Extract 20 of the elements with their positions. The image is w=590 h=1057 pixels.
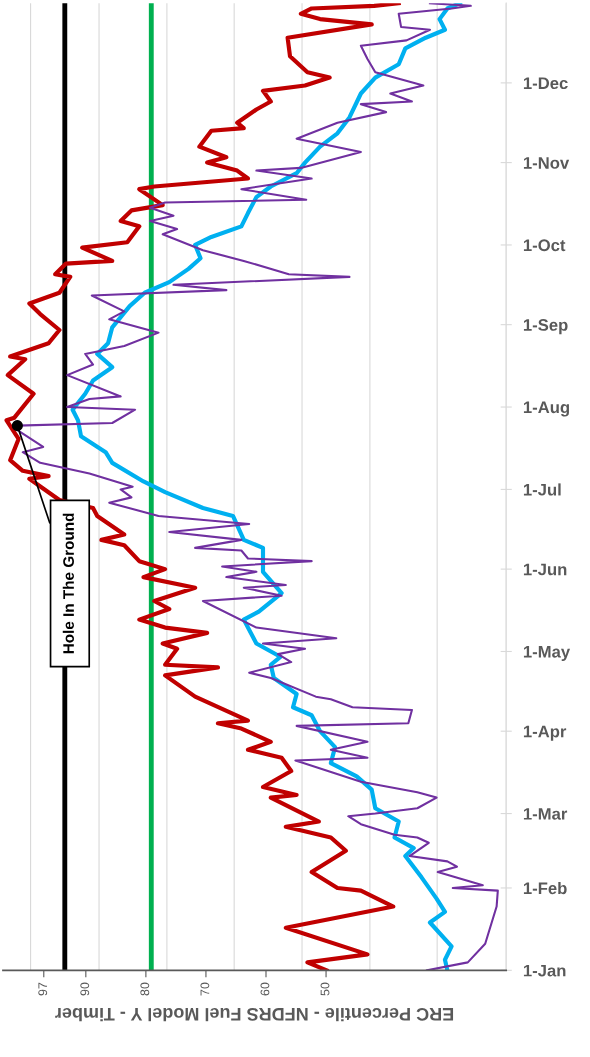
y-tick-label: 1-Jun <box>523 563 567 576</box>
y-tick-label: 1-Nov <box>523 157 570 169</box>
y-tick-label: 1-May <box>523 646 571 661</box>
y-tick-label: 1-Dec <box>523 77 568 90</box>
annotation: Hole In The Ground <box>62 513 74 654</box>
y-tick-label: 1-Mar <box>523 808 568 820</box>
y-tick-label: 1-Feb <box>523 881 567 895</box>
y-tick-label: 1-Apr <box>523 725 567 741</box>
x-tick-label: 90 <box>80 982 90 996</box>
x-tick-label: 50 <box>320 982 330 996</box>
x-tick-label: 97 <box>38 982 48 996</box>
x-tick-label: 70 <box>200 982 210 996</box>
y-tick-label: 1-Sep <box>523 319 568 335</box>
y-tick-label: 1-Jul <box>523 483 561 496</box>
y-tick-label: 1-Aug <box>523 401 569 417</box>
y-tick-label: 1-Jan <box>523 964 566 977</box>
x-tick-label: 60 <box>260 982 270 996</box>
y-tick-label: 1-Oct <box>523 239 566 252</box>
x-axis-title: ERC Percentile - NFDRS Fuel Model Y - Timber <box>55 1007 454 1022</box>
x-tick-label: 80 <box>140 982 150 996</box>
